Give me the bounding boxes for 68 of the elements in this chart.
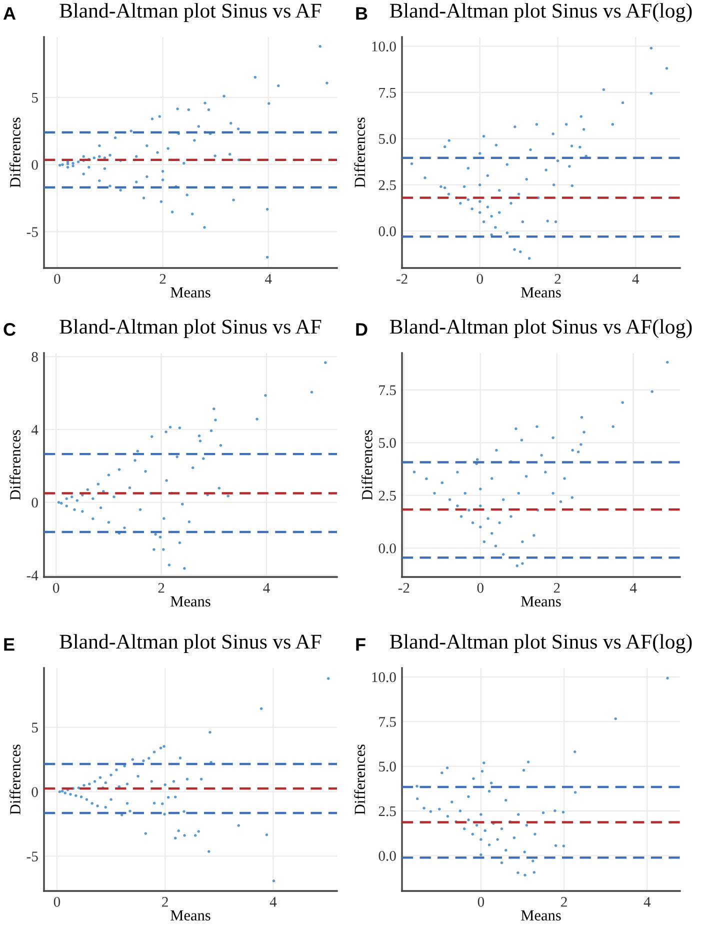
y-tick-label: 0.0 — [378, 850, 396, 861]
x-tick-label: 2 — [158, 583, 164, 593]
y-tick-label: -4 — [26, 570, 38, 580]
y-tick-label: 10.0 — [372, 42, 396, 52]
y-tick-label: 0.0 — [378, 226, 396, 236]
chart-title: Bland-Altman plot Sinus vs AF — [60, 3, 322, 22]
y-tick-label: -5 — [26, 227, 38, 237]
text: E — [4, 638, 14, 651]
y-tick-label: 5.0 — [379, 438, 396, 448]
y-tick-label: 5 — [32, 722, 38, 732]
y-axis-title: Differences — [354, 744, 366, 815]
x-tick-label: 0 — [478, 896, 484, 907]
x-tick-label: 2 — [561, 897, 567, 907]
chart-title: Bland-Altman plot Sinus vs AF — [60, 634, 322, 653]
chart-title: Bland-Altman plot Sinus vs AF(log) — [390, 3, 692, 22]
x-axis-title: Means — [521, 287, 561, 298]
x-tick-label: 0 — [54, 274, 60, 284]
y-axis-title: Differences — [354, 118, 366, 188]
y-tick-label: 0 — [32, 160, 38, 170]
x-axis-title: Means — [170, 596, 210, 607]
y-tick-label: 8 — [32, 352, 38, 362]
x-axis-title: Means — [521, 910, 561, 921]
y-tick-label: 5 — [32, 92, 38, 103]
x-tick-label: 4 — [644, 897, 651, 907]
x-tick-label: 2 — [554, 583, 560, 593]
x-tick-label: 2 — [162, 897, 168, 907]
x-tick-label: 2 — [160, 274, 166, 284]
x-tick-label: 0 — [54, 896, 60, 907]
text: D — [356, 323, 368, 336]
y-tick-label: 2.5 — [378, 490, 396, 501]
x-tick-label: 4 — [263, 583, 270, 593]
x-tick-label: 2 — [554, 274, 561, 284]
x-tick-label: 0 — [477, 582, 484, 593]
y-axis-title: Differences — [10, 430, 20, 500]
y-tick-label: 5.0 — [379, 134, 396, 144]
y-tick-label: 2.5 — [378, 806, 396, 816]
x-axis-title: Means — [521, 596, 561, 607]
y-tick-label: -5 — [26, 852, 38, 862]
y-tick-label: 4 — [31, 424, 38, 435]
y-tick-label: 7.5 — [379, 385, 396, 396]
chart-title: Bland-Altman plot Sinus vs AF(log) — [390, 634, 692, 654]
text: C — [4, 323, 16, 336]
text: B — [356, 7, 368, 20]
x-tick-label: 4 — [265, 274, 272, 284]
x-axis-title: Means — [170, 287, 210, 298]
x-tick-label: 4 — [270, 897, 277, 907]
y-tick-label: 0 — [32, 498, 38, 508]
y-tick-label: 7.5 — [379, 88, 396, 98]
y-axis-title: Differences — [361, 430, 372, 500]
x-tick-label: 4 — [630, 583, 637, 593]
x-axis-title: Means — [170, 910, 210, 921]
y-tick-label: 10.0 — [372, 672, 396, 682]
x-tick-label: 0 — [476, 274, 483, 284]
x-tick-label: -2 — [396, 274, 408, 284]
y-tick-label: 7.5 — [379, 717, 396, 727]
y-tick-label: 2.5 — [378, 180, 396, 190]
y-tick-label: 5.0 — [379, 762, 396, 772]
y-axis-title: Differences — [10, 118, 20, 188]
x-tick-label: 4 — [632, 274, 640, 284]
y-tick-label: 0 — [32, 787, 38, 797]
chart-title: Bland-Altman plot Sinus vs AF(log) — [390, 319, 692, 338]
x-tick-label: -2 — [398, 583, 410, 593]
x-tick-label: 0 — [53, 582, 60, 593]
y-tick-label: 0.0 — [378, 543, 396, 554]
chart-title: Bland-Altman plot Sinus vs AF — [60, 319, 322, 338]
text: F — [356, 638, 366, 651]
text: A — [3, 7, 16, 20]
y-axis-title: Differences — [10, 744, 20, 815]
